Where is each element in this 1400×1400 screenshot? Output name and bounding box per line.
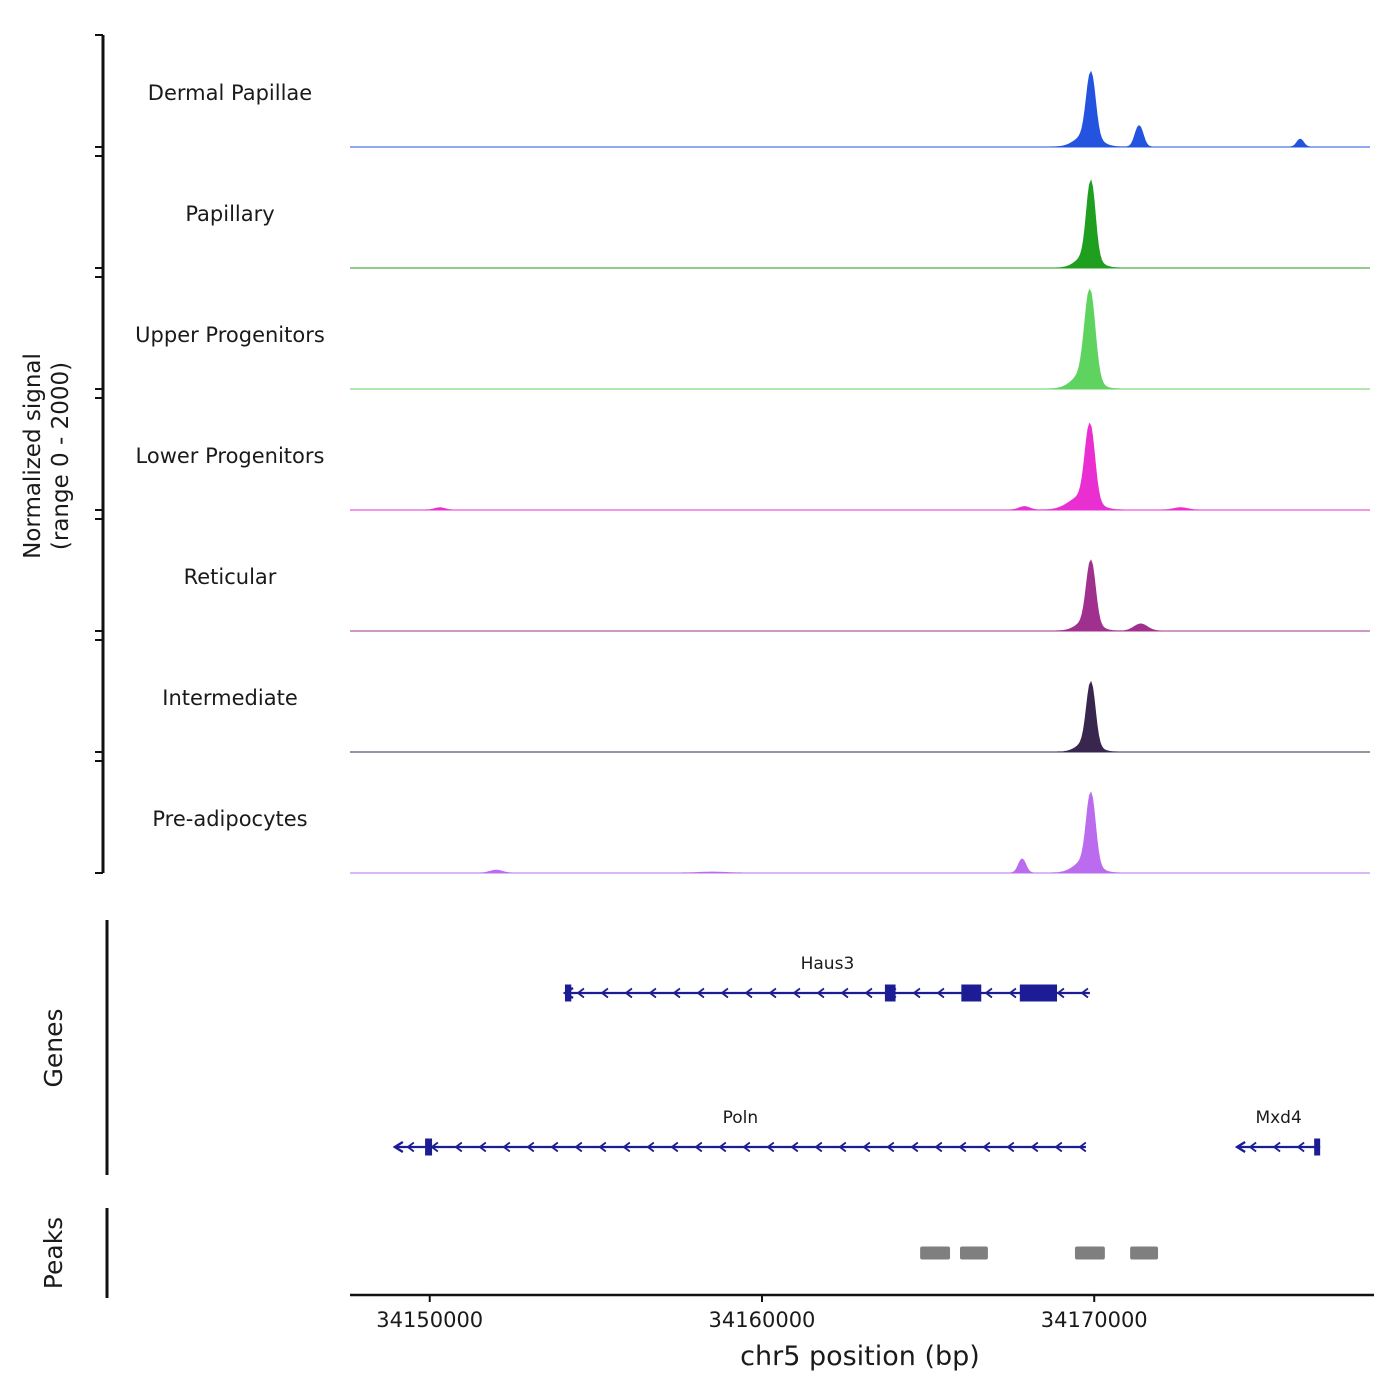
strand-arrow-icon [478, 1141, 487, 1153]
strand-arrow-icon [600, 987, 609, 999]
strand-arrow-icon [648, 987, 657, 999]
y-axis-label-line1: Normalized signal [20, 353, 46, 559]
strand-arrow-icon [672, 987, 681, 999]
signal-area [350, 791, 1370, 874]
strand-arrow-icon [670, 1141, 679, 1153]
track-label: Reticular [184, 565, 277, 589]
gene-haus3: Haus3 [562, 954, 1090, 1002]
signal-track-upper-progenitors: Upper Progenitors [95, 276, 1370, 390]
strand-arrow-icon [1078, 1141, 1087, 1153]
strand-arrow-icon [718, 1141, 727, 1153]
y-axis-label-line2: (range 0 - 2000) [48, 362, 74, 550]
strand-arrow-icon [958, 1141, 967, 1153]
strand-arrow-icon [550, 1141, 559, 1153]
strand-arrow-icon [1272, 1141, 1281, 1153]
exon-box [425, 1138, 433, 1156]
strand-arrow-icon [910, 1141, 919, 1153]
signal-area [350, 70, 1370, 148]
strand-arrow-icon [792, 987, 801, 999]
strand-arrow-icon [720, 987, 729, 999]
strand-arrow-icon [574, 1141, 583, 1153]
strand-arrow-icon [816, 987, 825, 999]
strand-arrow-icon [598, 1141, 607, 1153]
strand-arrow-icon [934, 1141, 943, 1153]
signal-area [350, 559, 1370, 632]
peaks-section-label: Peaks [39, 1217, 68, 1289]
gene-label: Poln [723, 1108, 759, 1128]
strand-arrow-icon [1056, 987, 1065, 999]
x-tick-label: 34150000 [376, 1308, 483, 1332]
strand-arrow-icon [622, 1141, 631, 1153]
strand-arrow-icon [936, 987, 945, 999]
gene-mxd4: Mxd4 [1234, 1108, 1321, 1156]
signal-track-intermediate: Intermediate [95, 639, 1370, 753]
signal-area [350, 288, 1370, 390]
strand-arrow-icon [864, 987, 873, 999]
strand-arrow-icon [766, 1141, 775, 1153]
strand-arrow-icon [1008, 987, 1017, 999]
strand-arrow-icon [646, 1141, 655, 1153]
strand-arrow-icon [744, 987, 753, 999]
strand-arrow-icon [982, 1141, 991, 1153]
strand-arrow-icon [840, 987, 849, 999]
strand-arrow-icon [624, 987, 633, 999]
strand-arrow-icon [862, 1141, 871, 1153]
signal-track-pre-adipocytes: Pre-adipocytes [95, 760, 1370, 874]
track-label: Intermediate [162, 686, 298, 710]
gene-poln: Poln [392, 1108, 1087, 1156]
strand-arrow-icon [768, 987, 777, 999]
strand-arrow-icon [912, 987, 921, 999]
peak-interval [1074, 1246, 1105, 1260]
peak-interval [920, 1246, 951, 1260]
x-tick-label: 34160000 [709, 1308, 816, 1332]
strand-arrow-icon [576, 987, 585, 999]
strand-arrow-icon [502, 1141, 511, 1153]
peak-interval [1130, 1246, 1159, 1260]
strand-arrow-icon [1296, 1141, 1305, 1153]
signal-track-dermal-papillae: Dermal Papillae [95, 34, 1370, 148]
strand-arrow-icon [1248, 1141, 1257, 1153]
strand-arrow-icon [838, 1141, 847, 1153]
strand-arrow-icon [1080, 987, 1089, 999]
track-label: Lower Progenitors [136, 444, 325, 468]
signal-area [350, 422, 1370, 511]
track-label: Pre-adipocytes [152, 807, 307, 831]
exon-box [1314, 1138, 1321, 1156]
strand-arrow-icon [454, 1141, 463, 1153]
x-axis-title: chr5 position (bp) [740, 1341, 980, 1372]
exon-box [961, 984, 982, 1002]
strand-arrow-icon [1006, 1141, 1015, 1153]
strand-arrow-icon [886, 1141, 895, 1153]
signal-area [350, 179, 1370, 269]
exon-box [564, 984, 572, 1002]
genes-section-label: Genes [39, 1008, 68, 1087]
strand-arrow-icon [1030, 1141, 1039, 1153]
x-tick-label: 34170000 [1041, 1308, 1148, 1332]
signal-track-lower-progenitors: Lower Progenitors [95, 397, 1370, 511]
strand-arrow-icon [696, 987, 705, 999]
strand-arrow-icon [814, 1141, 823, 1153]
strand-arrow-icon [790, 1141, 799, 1153]
track-label: Upper Progenitors [135, 323, 325, 347]
signal-track-papillary: Papillary [95, 155, 1370, 269]
strand-arrow-icon [406, 1141, 415, 1153]
signal-track-reticular: Reticular [95, 518, 1370, 632]
signal-area [350, 680, 1370, 753]
track-label: Dermal Papillae [148, 81, 312, 105]
strand-arrow-icon [742, 1141, 751, 1153]
gene-label: Mxd4 [1255, 1108, 1301, 1128]
exon-box [1019, 984, 1058, 1002]
peak-interval [960, 1246, 988, 1260]
gene-label: Haus3 [801, 954, 855, 974]
strand-arrow-icon [1054, 1141, 1063, 1153]
exon-box [884, 984, 896, 1002]
strand-arrow-icon [984, 987, 993, 999]
gene-end-arrow-icon [1234, 1140, 1246, 1154]
strand-arrow-icon [694, 1141, 703, 1153]
strand-arrow-icon [526, 1141, 535, 1153]
gene-end-arrow-icon [392, 1140, 404, 1154]
track-label: Papillary [185, 202, 274, 226]
